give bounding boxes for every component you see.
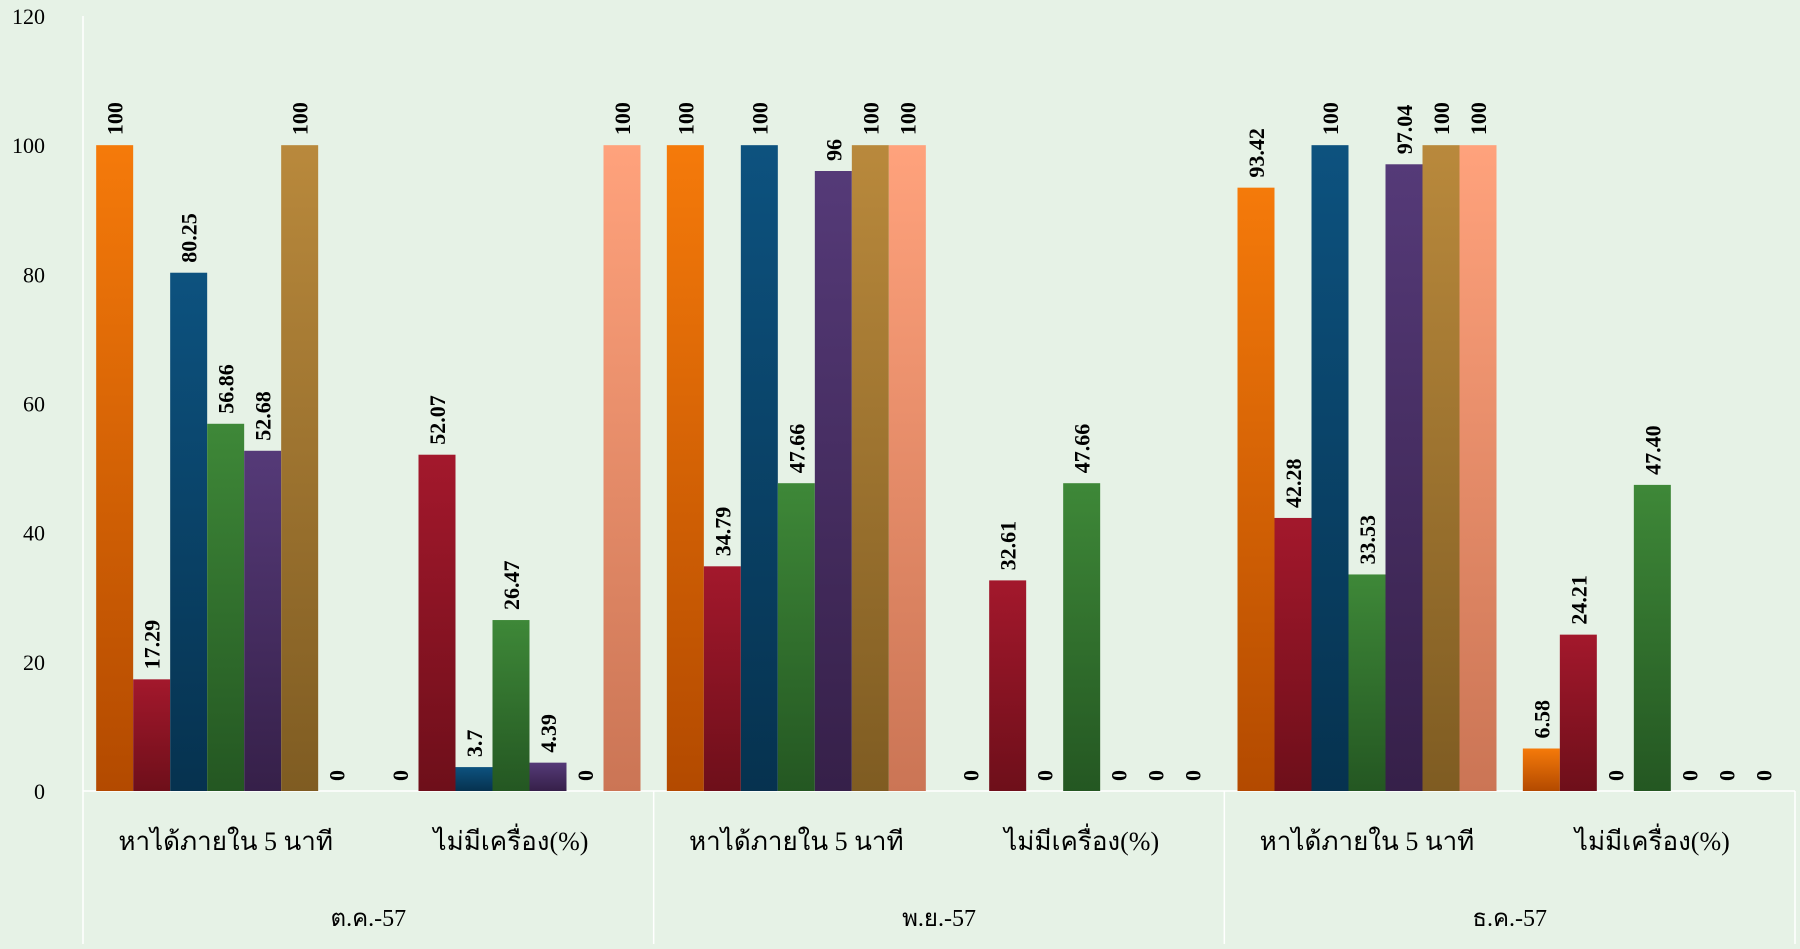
bar-series-4	[777, 483, 815, 791]
bar-series-3	[740, 145, 778, 792]
data-label: 52.07	[425, 395, 450, 445]
data-label: 0	[959, 770, 984, 781]
bar-series-1	[666, 145, 704, 792]
bar-series-1	[1237, 187, 1275, 791]
bar-series-5	[814, 171, 852, 791]
data-label: 47.66	[1070, 424, 1095, 474]
category-label: ไม่มีเครื่อง(%)	[1573, 823, 1730, 856]
bar-series-2	[703, 566, 741, 791]
data-label: 42.28	[1281, 458, 1306, 508]
bar-series-1	[1522, 748, 1560, 791]
data-label: 47.66	[784, 424, 809, 474]
data-label: 0	[1677, 770, 1702, 781]
data-label: 0	[1181, 770, 1206, 781]
bar-series-3	[1311, 145, 1349, 792]
data-label: 100	[747, 102, 772, 135]
data-label: 100	[1318, 102, 1343, 135]
bar-series-6	[1422, 145, 1460, 792]
data-label: 100	[1429, 102, 1454, 135]
y-tick-label: 40	[23, 521, 45, 546]
bar-series-4	[207, 423, 245, 791]
data-label: 26.47	[499, 561, 524, 611]
y-tick-label: 100	[12, 133, 45, 158]
bar-series-4	[492, 620, 530, 791]
category-label: หาได้ภายใน 5 นาที	[689, 826, 904, 856]
data-label: 93.42	[1244, 128, 1269, 178]
data-label: 0	[1714, 770, 1739, 781]
bar-layer	[96, 145, 1671, 792]
bar-series-1	[96, 145, 134, 792]
bar-series-2	[1559, 634, 1597, 791]
data-label: 0	[325, 770, 350, 781]
data-label: 100	[673, 102, 698, 135]
label-layer: 100 17.29 80.25 56.86 52.68 100 0 0 52.07 3.7 26.4…	[103, 102, 1777, 781]
data-label: 47.40	[1640, 425, 1665, 475]
bar-series-7	[1459, 145, 1497, 792]
y-tick-label: 20	[23, 650, 45, 675]
bar-series-6	[281, 145, 319, 792]
bar-series-5	[1385, 164, 1423, 791]
data-label: 0	[1603, 770, 1628, 781]
bar-series-7	[603, 145, 641, 792]
month-label: พ.ย.-57	[902, 906, 976, 932]
category-label: ไม่มีเครื่อง(%)	[432, 823, 589, 856]
data-label: 17.29	[140, 620, 165, 670]
data-label: 96	[821, 139, 846, 161]
bar-series-5	[244, 450, 282, 791]
data-label: 0	[1751, 770, 1776, 781]
bar-series-2	[133, 679, 171, 791]
data-label: 80.25	[177, 213, 202, 263]
bar-series-5	[529, 762, 567, 791]
bar-series-6	[851, 145, 889, 792]
data-label: 56.86	[214, 364, 239, 413]
data-label: 0	[388, 770, 413, 781]
category-label: หาได้ภายใน 5 นาที	[118, 826, 333, 856]
month-label: ธ.ค.-57	[1472, 906, 1547, 932]
bar-series-3	[455, 767, 493, 791]
data-label: 4.39	[536, 714, 561, 753]
data-label: 0	[1144, 770, 1169, 781]
data-label: 3.7	[462, 730, 487, 758]
data-label: 0	[1107, 770, 1132, 781]
axis-layer: 0 20 40 60 80 100 120 หาได้ภายใน 5 นาที ไม่มีเคร…	[12, 4, 1796, 944]
data-label: 34.79	[710, 507, 735, 557]
data-label: 33.53	[1355, 515, 1380, 565]
data-label: 100	[1466, 102, 1491, 135]
data-label: 100	[103, 102, 128, 135]
bar-series-3	[170, 272, 208, 792]
data-label: 97.04	[1392, 105, 1417, 155]
category-label: หาได้ภายใน 5 นาที	[1260, 826, 1475, 856]
y-tick-label: 0	[34, 779, 45, 804]
bar-series-2	[418, 454, 456, 791]
bar-series-2	[989, 580, 1027, 791]
y-tick-label: 120	[12, 4, 45, 29]
bar-series-7	[888, 145, 926, 792]
data-label: 100	[288, 102, 313, 135]
y-tick-label: 60	[23, 392, 45, 417]
data-label: 52.68	[251, 391, 276, 441]
bar-series-4	[1348, 574, 1386, 791]
category-label: ไม่มีเครื่อง(%)	[1002, 823, 1159, 856]
month-label: ต.ค.-57	[331, 906, 407, 932]
y-tick-label: 80	[23, 262, 45, 287]
bar-series-4	[1063, 483, 1101, 791]
bar-series-2	[1274, 517, 1312, 791]
data-label: 100	[895, 102, 920, 135]
data-label: 32.61	[996, 521, 1021, 570]
data-label: 0	[1033, 770, 1058, 781]
data-label: 6.58	[1529, 700, 1554, 739]
data-label: 0	[573, 770, 598, 781]
data-label: 100	[610, 102, 635, 135]
data-label: 24.21	[1566, 575, 1591, 625]
data-label: 100	[858, 102, 883, 135]
bar-series-4	[1633, 484, 1671, 791]
